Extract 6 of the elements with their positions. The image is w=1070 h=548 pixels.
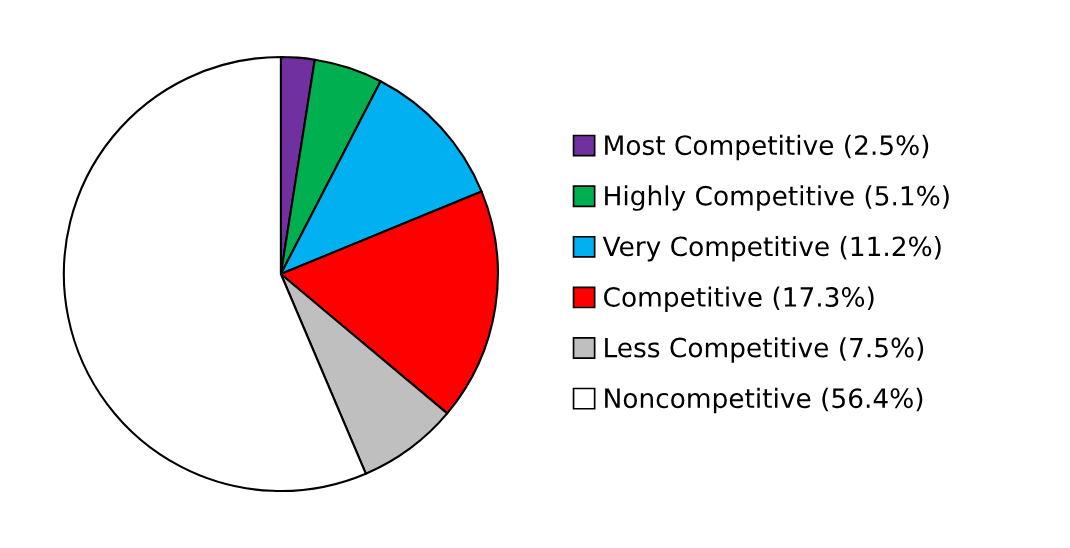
legend-label: Competitive (17.3%) (604, 286, 874, 313)
legend-label: Very Competitive (11.2%) (602, 235, 941, 262)
legend-label: Most Competitive (2.5%) (605, 134, 929, 161)
legend-label: Highly Competitive (5.1%) (605, 185, 949, 211)
legend-label: Noncompetitive (56.4%) (605, 387, 923, 414)
legend-label: Less Competitive (7.5%) (605, 337, 924, 363)
